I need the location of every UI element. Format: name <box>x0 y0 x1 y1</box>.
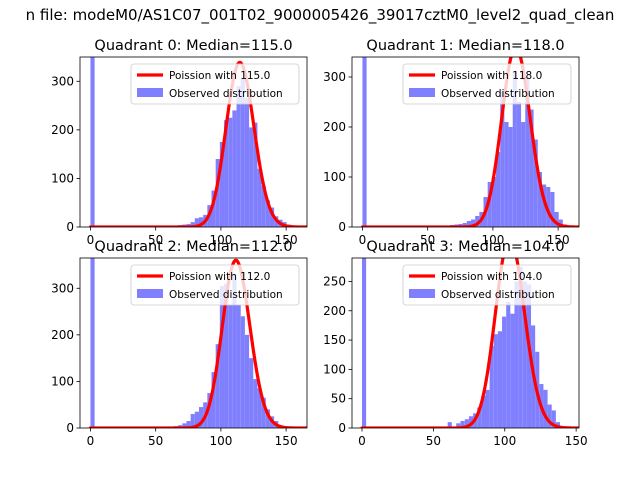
y-tick-label: 200 <box>323 304 346 318</box>
legend-label: Observed distribution <box>441 88 555 100</box>
subplot-title: Quadrant 3: Median=104.0 <box>366 239 564 255</box>
y-tick-label: 50 <box>331 392 346 406</box>
subplot-title: Quadrant 0: Median=115.0 <box>94 38 292 54</box>
x-tick-label: 100 <box>209 434 232 448</box>
legend-bar-swatch <box>137 289 163 298</box>
legend-bar-swatch <box>409 88 435 97</box>
histogram-bar <box>509 127 513 227</box>
legend-label: Poission with 104.0 <box>441 271 542 283</box>
histogram-bar <box>237 305 241 428</box>
y-tick-label: 200 <box>51 328 74 342</box>
subplot-quadrant-2: 0 50 100 150 0 100 200 300 Quadrant 2: Median=11… <box>51 224 307 448</box>
subplot-title: Quadrant 2: Median=112.0 <box>94 239 292 255</box>
y-tick-label: 100 <box>323 362 346 376</box>
x-tick-label: 0 <box>87 434 95 448</box>
y-tick-label: 0 <box>66 421 74 435</box>
legend-label: Poission with 118.0 <box>441 70 542 82</box>
legend-bar-swatch <box>137 88 163 97</box>
y-tick-label: 0 <box>338 421 346 435</box>
figure-suptitle: n file: modeM0/AS1C07_001T02_9000005426_… <box>0 6 640 24</box>
y-tick-label: 0 <box>338 220 346 234</box>
y-tick-label: 200 <box>323 120 346 134</box>
histogram-bar <box>498 331 502 428</box>
histogram-bar <box>494 334 498 428</box>
legend: Poission with 112.0 Observed distribution <box>131 265 299 305</box>
x-tick-label: 150 <box>275 434 298 448</box>
y-tick-label: 250 <box>323 274 346 288</box>
x-tick-label: 0 <box>87 233 95 247</box>
histogram-bar <box>253 379 257 428</box>
histogram-bar <box>517 102 521 227</box>
x-tick-label: 0 <box>358 434 366 448</box>
y-tick-label: 300 <box>323 70 346 84</box>
histogram-bar <box>241 316 245 428</box>
histogram-bar <box>245 335 249 428</box>
histogram-bar <box>485 390 489 428</box>
histogram-bar <box>506 302 510 428</box>
y-tick-label: 200 <box>51 123 74 137</box>
legend-label: Observed distribution <box>441 289 555 301</box>
histogram-bar <box>249 358 253 428</box>
legend: Poission with 118.0 Observed distribution <box>403 64 571 104</box>
x-tick-label: 50 <box>426 434 441 448</box>
histogram-bar <box>228 305 232 428</box>
histogram-bar <box>543 390 547 428</box>
histogram-bar <box>510 314 514 428</box>
histogram-bar <box>249 127 253 227</box>
y-tick-label: 150 <box>323 333 346 347</box>
y-tick-label: 100 <box>51 171 74 185</box>
legend-label: Observed distribution <box>169 88 283 100</box>
histogram-bar <box>237 86 241 227</box>
histogram-bar <box>228 118 232 227</box>
subplot-quadrant-3: 0 50 100 150 0 50 100 150 200 250 Quadrant 3: Medi… <box>323 224 588 448</box>
legend-bar-swatch <box>409 289 435 298</box>
x-tick-label: 150 <box>565 434 588 448</box>
y-tick-label: 300 <box>51 74 74 88</box>
y-tick-label: 300 <box>51 281 74 295</box>
legend-label: Poission with 112.0 <box>169 271 270 283</box>
legend-label: Poission with 115.0 <box>169 70 270 82</box>
x-tick-label: 100 <box>493 434 516 448</box>
x-tick-label: 0 <box>359 233 367 247</box>
x-tick-label: 50 <box>148 434 163 448</box>
histogram-bar <box>521 122 525 227</box>
y-tick-label: 0 <box>66 220 74 234</box>
histogram-bar <box>502 317 506 428</box>
subplot-title: Quadrant 1: Median=118.0 <box>366 38 564 54</box>
y-tick-label: 100 <box>51 374 74 388</box>
legend: Poission with 104.0 Observed distribution <box>403 265 571 305</box>
histogram-bar <box>232 110 236 227</box>
histogram-bar <box>245 98 249 227</box>
y-tick-label: 100 <box>323 170 346 184</box>
legend: Poission with 115.0 Observed distribution <box>131 64 299 104</box>
histogram-bar <box>504 122 508 227</box>
legend-label: Observed distribution <box>169 289 283 301</box>
